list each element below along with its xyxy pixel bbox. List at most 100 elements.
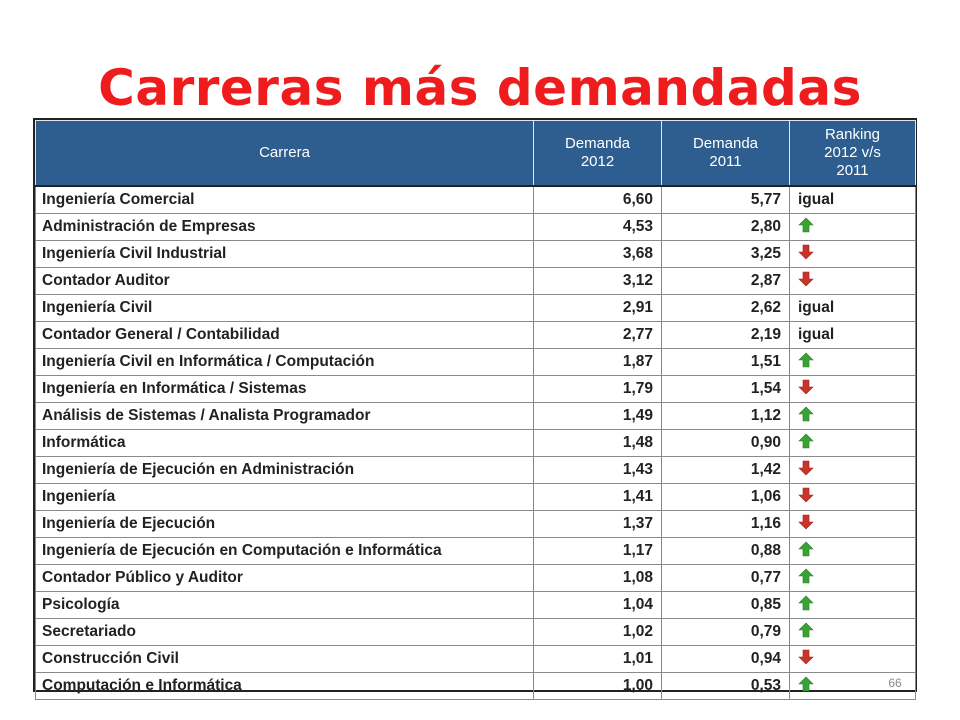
arrow-up-icon [798,217,814,238]
arrow-down-icon [798,514,814,535]
table-row: Construcción Civil 1,01 0,94 [35,645,916,673]
arrow-down-icon [798,487,814,508]
cell-demanda-2012: 1,17 [533,537,662,565]
cell-demanda-2011: 2,80 [661,213,790,241]
table-row: Informática 1,48 0,90 [35,429,916,457]
cell-carrera: Construcción Civil [35,645,534,673]
cell-ranking [789,645,916,673]
cell-carrera: Ingeniería de Ejecución en Computación e… [35,537,534,565]
table-row: Contador Auditor 3,12 2,87 [35,267,916,295]
cell-ranking [789,402,916,430]
table-row: Computación e Informática 1,00 0,53 [35,672,916,700]
cell-demanda-2012: 1,87 [533,348,662,376]
cell-ranking [789,456,916,484]
header-demanda-2012: Demanda 2012 [533,120,662,187]
cell-ranking: igual [789,185,916,214]
cell-ranking [789,618,916,646]
table-body: Ingeniería Comercial 6,60 5,77 igual Adminis… [35,185,916,700]
cell-demanda-2011: 2,62 [661,294,790,322]
arrow-up-icon [798,568,814,589]
cell-demanda-2012: 1,48 [533,429,662,457]
table-row: Ingeniería en Informática / Sistemas 1,79… [35,375,916,403]
cell-demanda-2011: 1,51 [661,348,790,376]
cell-ranking [789,510,916,538]
arrow-up-icon [798,406,814,427]
header-demanda-2012-line2: 2012 [580,153,615,170]
cell-carrera: Ingeniería de Ejecución en Administració… [35,456,534,484]
arrow-up-icon [798,676,814,697]
cell-carrera: Ingeniería Civil [35,294,534,322]
cell-demanda-2012: 1,08 [533,564,662,592]
cell-carrera: Ingeniería Civil en Informática / Comput… [35,348,534,376]
slide-title: Carreras más demandadas [98,59,862,117]
cell-demanda-2011: 2,87 [661,267,790,295]
cell-demanda-2011: 1,12 [661,402,790,430]
header-demanda-2012-line1: Demanda [564,135,631,152]
cell-demanda-2011: 1,16 [661,510,790,538]
cell-demanda-2011: 0,77 [661,564,790,592]
table-row: Contador General / Contabilidad 2,77 2,19 i… [35,321,916,349]
cell-demanda-2011: 0,88 [661,537,790,565]
cell-demanda-2012: 1,02 [533,618,662,646]
cell-demanda-2012: 3,12 [533,267,662,295]
demand-table-container: Carrera Demanda 2012 Demanda 2011 Rankin… [33,118,917,700]
cell-ranking [789,429,916,457]
cell-carrera: Secretariado [35,618,534,646]
cell-demanda-2011: 1,54 [661,375,790,403]
arrow-up-icon [798,622,814,643]
cell-demanda-2012: 1,01 [533,645,662,673]
cell-carrera: Ingeniería de Ejecución [35,510,534,538]
cell-demanda-2011: 0,79 [661,618,790,646]
cell-carrera: Computación e Informática [35,672,534,700]
cell-ranking: igual [789,294,916,322]
arrow-down-icon [798,244,814,265]
cell-demanda-2012: 3,68 [533,240,662,268]
cell-demanda-2012: 1,37 [533,510,662,538]
cell-ranking [789,591,916,619]
cell-demanda-2011: 0,85 [661,591,790,619]
cell-ranking [789,537,916,565]
cell-demanda-2012: 1,79 [533,375,662,403]
cell-demanda-2012: 4,53 [533,213,662,241]
cell-demanda-2011: 0,90 [661,429,790,457]
cell-carrera: Ingeniería Comercial [35,185,534,214]
cell-demanda-2012: 1,41 [533,483,662,511]
table-row: Ingeniería de Ejecución en Administració… [35,456,916,484]
cell-carrera: Análisis de Sistemas / Analista Programa… [35,402,534,430]
header-demanda-2011-line2: 2011 [709,153,742,170]
table-row: Ingeniería de Ejecución en Computación e… [35,537,916,565]
cell-carrera: Psicología [35,591,534,619]
cell-carrera: Contador Público y Auditor [35,564,534,592]
cell-demanda-2012: 1,49 [533,402,662,430]
cell-carrera: Administración de Empresas [35,213,534,241]
cell-demanda-2011: 3,25 [661,240,790,268]
cell-ranking [789,672,916,700]
cell-carrera: Contador General / Contabilidad [35,321,534,349]
arrow-up-icon [798,541,814,562]
cell-demanda-2012: 6,60 [533,185,662,214]
cell-demanda-2012: 1,43 [533,456,662,484]
arrow-up-icon [798,595,814,616]
table-row: Psicología 1,04 0,85 [35,591,916,619]
table-row: Ingeniería de Ejecución 1,37 1,16 [35,510,916,538]
header-ranking-line1: Ranking [824,126,881,143]
cell-demanda-2011: 5,77 [661,185,790,214]
cell-ranking [789,348,916,376]
arrow-up-icon [798,433,814,454]
cell-carrera: Ingeniería Civil Industrial [35,240,534,268]
cell-carrera: Informática [35,429,534,457]
table-row: Administración de Empresas 4,53 2,80 [35,213,916,241]
demand-table: Carrera Demanda 2012 Demanda 2011 Rankin… [35,120,916,700]
header-carrera-label: Carrera [259,144,310,161]
cell-ranking: igual [789,321,916,349]
table-row: Ingeniería Civil en Informática / Comput… [35,348,916,376]
cell-carrera: Ingeniería [35,483,534,511]
table-header-row: Carrera Demanda 2012 Demanda 2011 Rankin… [35,120,916,187]
cell-carrera: Ingeniería en Informática / Sistemas [35,375,534,403]
table-row: Ingeniería 1,41 1,06 [35,483,916,511]
arrow-down-icon [798,379,814,400]
page-number: 66 [888,676,902,690]
header-carrera: Carrera [35,120,534,187]
cell-demanda-2011: 1,42 [661,456,790,484]
cell-demanda-2011: 2,19 [661,321,790,349]
